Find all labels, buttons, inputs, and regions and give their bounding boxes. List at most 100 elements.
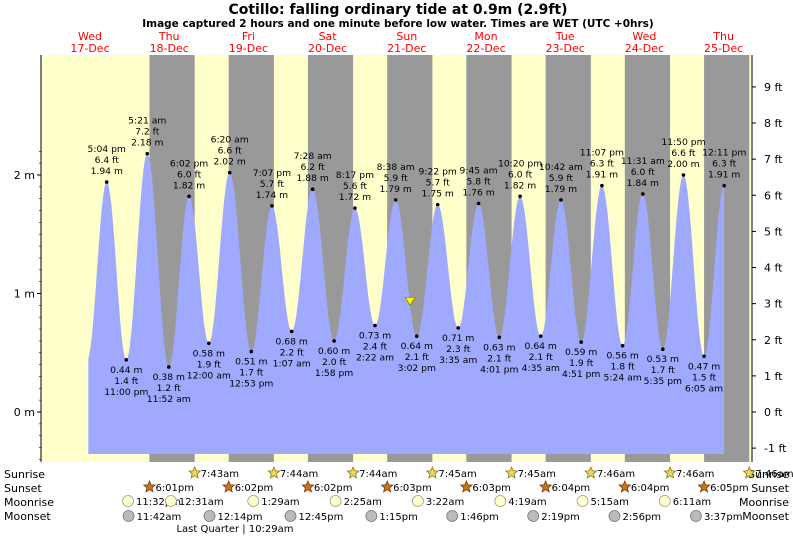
right-axis-tick-label: 6 ft (764, 189, 783, 202)
day-date: 21-Dec (387, 42, 426, 55)
low-tide-time: 12:53 pm (229, 379, 273, 390)
high-tide-time: 10:42 am (539, 162, 583, 173)
right-axis-tick-label: 7 ft (764, 153, 783, 166)
low-tide-height-m: 0.56 m (606, 351, 638, 362)
day-date: 19-Dec (229, 42, 268, 55)
day-date: 24-Dec (625, 42, 664, 55)
sunset-icon (538, 479, 553, 493)
day-name: Fri (242, 30, 255, 43)
tide-high-point (227, 170, 232, 175)
moon-phase-note: Last Quarter | 10:29am (176, 524, 293, 535)
low-tide-height-m: 0.59 m (565, 347, 597, 358)
low-tide-height-ft: 2.2 ft (280, 347, 305, 358)
high-tide-height-ft: 6.3 ft (712, 159, 737, 170)
low-tide-height-m: 0.64 m (525, 341, 557, 352)
tide-low-point (456, 326, 461, 330)
moonset-time: 3:37pm (704, 512, 743, 523)
right-axis-tick-label: 9 ft (764, 81, 783, 94)
moonset-icon (527, 510, 540, 522)
moonset-icon (284, 510, 297, 522)
tide-high-point (393, 198, 398, 202)
sunrise-time: 7:45am (438, 469, 476, 480)
tide-high-point (518, 194, 522, 199)
high-tide-time: 5:04 pm (88, 144, 126, 155)
sunrise-icon (504, 465, 519, 479)
low-tide-height-m: 0.71 m (442, 333, 474, 344)
low-tide-height-m: 0.38 m (153, 372, 185, 383)
tide-high-point (310, 187, 315, 192)
moonset-markers: 11:42am 12:14pm 12:45pm 1:15pm 1:46pm 2:19pm 2… (122, 510, 743, 523)
left-axis-tick-label: 1 m (14, 288, 35, 301)
moonrise-icon (658, 495, 671, 507)
high-tide-time: 10:20 pm (498, 158, 542, 169)
high-tide-height-ft: 6.2 ft (301, 162, 326, 173)
right-axis-tick-label: 3 ft (764, 298, 783, 311)
low-tide-height-ft: 2.1 ft (405, 352, 430, 363)
high-tide-time: 9:22 pm (419, 167, 457, 178)
sunset-label-left: Sunset (4, 482, 42, 495)
left-axis-tick-label: 2 m (14, 169, 35, 182)
low-tide-height-ft: 1.8 ft (611, 362, 636, 373)
moonset-icon (122, 510, 135, 522)
high-tide-height-ft: 5.6 ft (343, 181, 368, 192)
sunrise-icon (663, 465, 677, 479)
high-tide-height-m: 2.00 m (667, 159, 699, 170)
day-name: Sun (396, 30, 417, 43)
sunrise-time: 7:44am (280, 469, 318, 480)
chart-subtitle: Image captured 2 hours and one minute be… (142, 18, 654, 30)
low-tide-height-ft: 1.4 ft (114, 376, 139, 387)
moonset-icon (446, 510, 459, 522)
right-axis-tick-label: 0 ft (764, 406, 783, 419)
tide-low-point (497, 335, 502, 340)
day-date: 22-Dec (466, 42, 505, 55)
low-tide-height-ft: 1.9 ft (569, 358, 594, 369)
right-axis: -1 ft 0 ft 1 ft 2 ft 3 ft 4 ft 5 ft 6 ft 7 ft 8 f… (751, 55, 787, 462)
high-tide-height-m: 1.94 m (91, 166, 123, 177)
high-tide-height-m: 1.88 m (296, 173, 328, 184)
day-name: Thu (158, 30, 180, 43)
high-tide-height-ft: 5.9 ft (549, 173, 574, 184)
moonset-label-left: Moonset (4, 510, 51, 523)
low-tide-height-ft: 2.3 ft (446, 344, 471, 355)
high-tide-time: 5:21 am (128, 116, 166, 127)
low-tide-height-ft: 2.0 ft (322, 357, 347, 368)
sunrise-time: 7:44am (359, 469, 397, 480)
low-tide-time: 2:22 am (356, 352, 394, 363)
low-tide-height-m: 0.64 m (401, 341, 433, 352)
low-tide-height-ft: 1.7 ft (239, 368, 264, 379)
tide-low-point (620, 343, 625, 348)
sunrise-icon (267, 465, 281, 479)
day-name: Mon (474, 30, 497, 43)
day-date: 20-Dec (308, 42, 347, 55)
tide-low-point (332, 339, 336, 343)
low-tide-height-m: 0.73 m (359, 330, 391, 341)
low-tide-time: 5:35 pm (644, 376, 682, 387)
low-tide-time: 1:58 pm (315, 368, 353, 379)
tide-high-point (559, 198, 563, 202)
sunrise-icon (346, 465, 360, 479)
sunrise-icon (584, 465, 598, 479)
high-tide-height-ft: 6.0 ft (177, 169, 202, 180)
day-name: Thu (712, 30, 734, 43)
right-axis-tick-label: 1 ft (764, 370, 783, 383)
tide-high-point (641, 192, 645, 196)
moonset-time: 12:14pm (218, 512, 263, 523)
low-tide-time: 6:05 am (685, 383, 723, 394)
high-tide-time: 11:50 pm (661, 137, 705, 148)
moonrise-icon (576, 495, 589, 507)
high-tide-height-m: 1.91 m (586, 170, 618, 181)
high-tide-time: 7:28 am (294, 151, 332, 162)
high-tide-height-ft: 6.6 ft (671, 148, 696, 159)
low-tide-height-m: 0.51 m (235, 357, 267, 368)
high-tide-height-m: 2.02 m (214, 157, 246, 168)
moonset-time: 2:56pm (622, 512, 661, 523)
low-tide-height-m: 0.63 m (483, 342, 515, 353)
sunrise-time: 7:46am (597, 469, 635, 480)
low-tide-height-ft: 2.1 ft (529, 352, 554, 363)
low-tide-time: 5:24 am (604, 373, 642, 384)
moonrise-icon (247, 495, 260, 507)
high-tide-height-m: 1.75 m (422, 189, 454, 200)
tide-high-point (145, 151, 150, 156)
moonrise-time: 4:19am (508, 497, 546, 508)
